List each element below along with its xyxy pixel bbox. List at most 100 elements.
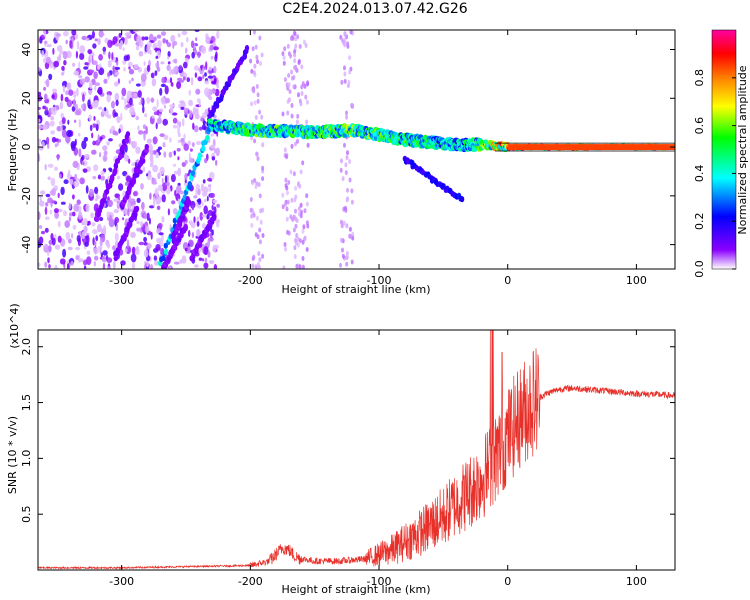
streak-point xyxy=(163,242,168,249)
noise-speck xyxy=(99,239,103,247)
noise-speck xyxy=(47,176,51,181)
noise-speck xyxy=(67,246,73,251)
noise-speck xyxy=(165,97,171,104)
band-speck xyxy=(253,30,256,35)
noise-speck xyxy=(143,61,146,66)
noise-speck xyxy=(38,211,41,221)
band-speck xyxy=(251,46,255,52)
noise-speck xyxy=(138,130,144,135)
noise-speck xyxy=(83,218,88,226)
noise-speck xyxy=(46,56,51,64)
noise-speck xyxy=(204,87,210,97)
noise-speck xyxy=(89,69,95,74)
noise-speck xyxy=(212,244,217,253)
noise-speck xyxy=(124,98,127,106)
band-speck xyxy=(300,84,304,90)
band-speck xyxy=(283,202,287,207)
noise-speck xyxy=(135,83,141,87)
noise-speck xyxy=(102,46,107,53)
band-speck xyxy=(291,75,295,81)
noise-speck xyxy=(59,173,62,179)
noise-speck xyxy=(169,67,172,76)
noise-speck xyxy=(193,195,198,199)
noise-speck xyxy=(114,216,120,224)
band-speck xyxy=(304,94,308,100)
snr-plot: -300 -200 -100 0 100 0.5 1.0 1.5 2.0 Height of s… xyxy=(6,303,676,596)
noise-speck xyxy=(93,260,97,267)
noise-speck xyxy=(161,177,164,184)
noise-speck xyxy=(167,208,170,216)
noise-speck xyxy=(79,45,86,54)
noise-speck xyxy=(155,244,161,251)
noise-speck xyxy=(76,235,81,243)
noise-speck xyxy=(191,232,195,238)
noise-speck xyxy=(138,51,144,57)
noise-speck xyxy=(68,216,72,222)
streak-point xyxy=(131,177,137,184)
band-speck xyxy=(301,264,305,269)
noise-speck xyxy=(172,43,175,49)
band-speck xyxy=(287,51,291,57)
noise-speck xyxy=(81,140,87,150)
noise-speck xyxy=(204,72,207,77)
noise-speck xyxy=(180,106,185,110)
noise-speck xyxy=(193,65,199,71)
band-speck xyxy=(345,114,349,120)
streak-point xyxy=(187,181,192,187)
band-speck xyxy=(286,43,290,49)
noise-speck xyxy=(120,112,123,121)
band-speck xyxy=(304,43,308,48)
noise-speck xyxy=(102,154,108,162)
noise-speck xyxy=(76,199,81,205)
noise-speck xyxy=(177,198,181,205)
noise-speck xyxy=(115,99,119,107)
noise-speck xyxy=(75,255,79,261)
noise-speck xyxy=(83,136,89,142)
band-speck xyxy=(286,110,290,116)
streak-point xyxy=(205,135,210,141)
noise-speck xyxy=(183,143,189,151)
noise-speck xyxy=(188,230,191,237)
noise-speck xyxy=(184,173,188,181)
noise-speck xyxy=(214,88,220,97)
band-speck xyxy=(349,233,352,239)
noise-speck xyxy=(161,194,166,203)
band-speck xyxy=(345,155,349,161)
noise-speck xyxy=(118,183,124,191)
noise-speck xyxy=(79,78,86,85)
noise-speck xyxy=(102,250,108,256)
noise-speck xyxy=(108,51,111,60)
noise-speck xyxy=(97,38,101,45)
noise-speck xyxy=(201,214,207,218)
noise-speck xyxy=(68,89,74,96)
noise-speck xyxy=(179,79,184,83)
noise-speck xyxy=(150,97,155,103)
band-speck xyxy=(254,184,258,190)
band-speck xyxy=(344,162,348,168)
band-speck xyxy=(287,82,291,88)
noise-speck xyxy=(207,75,214,79)
band-speck xyxy=(290,103,294,108)
noise-speck xyxy=(194,264,199,268)
noise-speck xyxy=(173,170,179,175)
noise-speck xyxy=(183,107,190,116)
band-speck xyxy=(301,239,305,245)
noise-speck xyxy=(153,36,157,42)
noise-speck xyxy=(171,112,178,116)
noise-speck xyxy=(99,216,104,222)
noise-speck xyxy=(197,76,203,82)
noise-speck xyxy=(69,212,73,217)
noise-speck xyxy=(94,82,101,86)
noise-speck xyxy=(146,138,152,144)
noise-speck xyxy=(131,262,136,269)
band-speck xyxy=(346,187,349,193)
colorbar-gradient xyxy=(711,29,737,270)
noise-speck xyxy=(185,47,188,54)
noise-speck xyxy=(146,260,149,268)
x-tick-label: -200 xyxy=(238,274,263,287)
noise-speck xyxy=(157,184,163,192)
noise-speck xyxy=(102,262,106,269)
band-speck xyxy=(294,43,298,49)
band-speck xyxy=(257,182,261,188)
noise-speck xyxy=(56,45,63,52)
